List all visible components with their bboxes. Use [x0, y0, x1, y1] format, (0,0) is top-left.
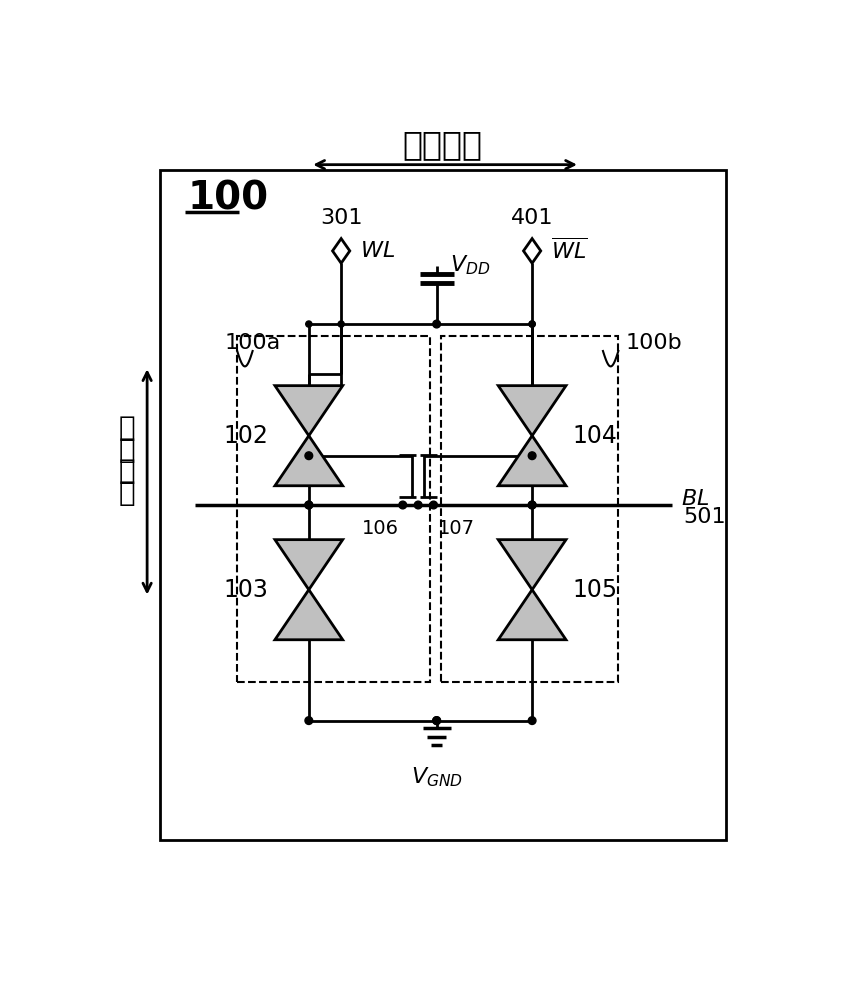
- Text: 二: 二: [118, 436, 136, 464]
- Text: 第: 第: [118, 414, 136, 442]
- Polygon shape: [499, 590, 566, 640]
- Text: 方: 方: [118, 457, 136, 485]
- Polygon shape: [499, 436, 566, 486]
- Circle shape: [528, 717, 536, 724]
- Text: 100a: 100a: [224, 333, 281, 353]
- Polygon shape: [333, 239, 350, 263]
- Text: 103: 103: [224, 578, 269, 602]
- Polygon shape: [275, 386, 343, 436]
- Text: 401: 401: [511, 208, 553, 228]
- Circle shape: [529, 321, 535, 327]
- Text: 向: 向: [118, 479, 136, 507]
- Polygon shape: [275, 590, 343, 640]
- Text: 107: 107: [437, 519, 474, 538]
- Bar: [160, 170, 726, 840]
- Text: 501: 501: [683, 507, 727, 527]
- Circle shape: [338, 321, 344, 327]
- Polygon shape: [499, 386, 566, 436]
- Text: 102: 102: [224, 424, 269, 448]
- Polygon shape: [499, 540, 566, 590]
- Circle shape: [528, 501, 536, 509]
- Text: 301: 301: [320, 208, 362, 228]
- Text: 第一方向: 第一方向: [403, 128, 483, 161]
- Text: $\overline{WL}$: $\overline{WL}$: [550, 238, 587, 264]
- Circle shape: [305, 452, 313, 460]
- Text: $V_{DD}$: $V_{DD}$: [450, 253, 491, 277]
- Circle shape: [433, 717, 441, 724]
- Text: 106: 106: [362, 519, 399, 538]
- Circle shape: [433, 320, 441, 328]
- Polygon shape: [275, 436, 343, 486]
- Polygon shape: [524, 239, 541, 263]
- Circle shape: [529, 321, 535, 327]
- Text: $V_{GND}$: $V_{GND}$: [410, 765, 463, 789]
- Circle shape: [305, 501, 313, 509]
- Circle shape: [306, 321, 312, 327]
- Circle shape: [305, 501, 313, 509]
- Bar: [442, 336, 619, 682]
- Text: 100b: 100b: [626, 333, 683, 353]
- Text: $WL$: $WL$: [359, 241, 395, 261]
- Circle shape: [528, 452, 536, 460]
- Text: 100: 100: [187, 180, 269, 218]
- Circle shape: [415, 501, 422, 509]
- Circle shape: [433, 717, 441, 724]
- Circle shape: [429, 501, 437, 509]
- Bar: [238, 336, 429, 682]
- Text: $BL$: $BL$: [682, 489, 710, 509]
- Text: 105: 105: [572, 578, 617, 602]
- Polygon shape: [275, 540, 343, 590]
- Circle shape: [399, 501, 407, 509]
- Circle shape: [528, 501, 536, 509]
- Circle shape: [305, 717, 313, 724]
- Text: 104: 104: [572, 424, 617, 448]
